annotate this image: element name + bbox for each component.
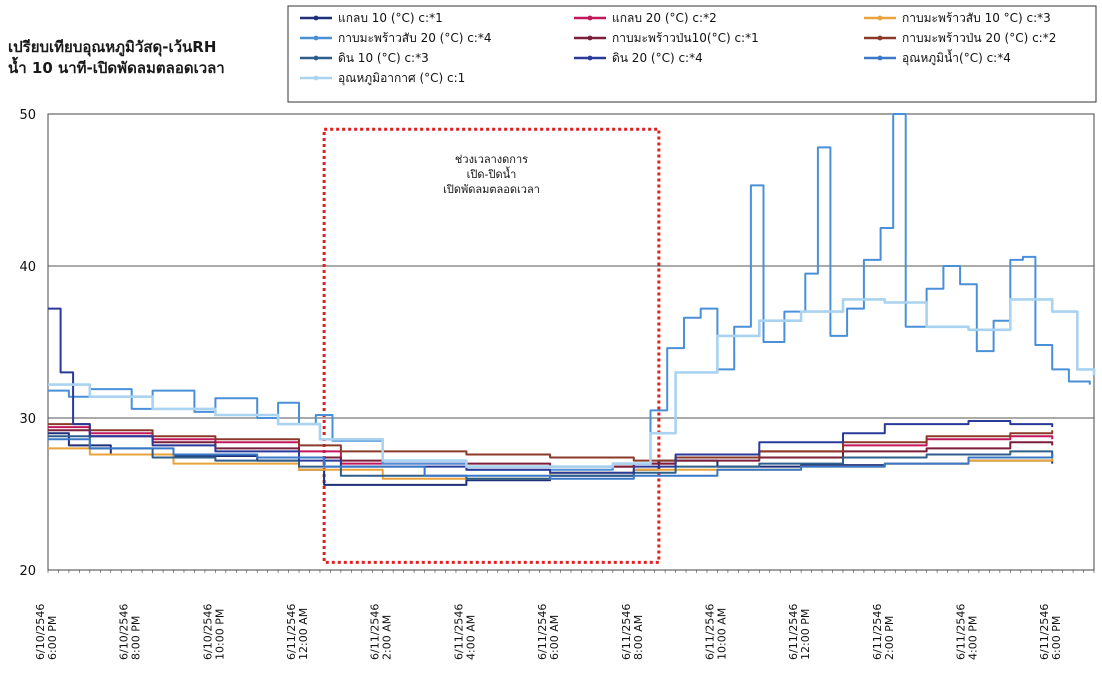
x-tick-label-0: 6/10/2546 6:00 PM [34,604,59,660]
x-tick-time: 10:00 PM [213,609,226,660]
x-tick-time: 4:00 PM [966,616,979,660]
x-tick-label-10: 6/11/2546 2:00 PM [871,604,896,660]
x-tick-date: 6/10/2546 [201,604,214,660]
plot-area [47,113,1095,571]
legend-marker [587,55,593,61]
x-tick-label-9: 6/11/2546 12:00 PM [787,604,812,660]
legend-item-3: กาบมะพร้าวสับ 20 (°C) c:*4 [300,31,491,45]
x-tick-label-3: 6/11/2546 12:00 AM [285,604,310,660]
legend-marker [587,15,593,21]
y-tick-label-1: 30 [19,412,36,427]
x-tick-label-4: 6/11/2546 2:00 AM [369,604,394,660]
annotation: ช่วงเวลางดการเปิด-ปิดน้ำเปิดพัดลมตลอดเวล… [322,127,661,564]
x-tick-date: 6/11/2546 [369,604,382,660]
legend-marker [877,35,883,41]
x-tick-label-8: 6/11/2546 10:00 AM [703,604,728,660]
legend: แกลบ 10 (°C) c:*1 แกลบ 20 (°C) c:*2 กาบมะพ… [287,5,1097,103]
y-axis: 20 30 40 50 [19,108,1095,579]
series-lines [48,113,1096,486]
legend-item-0: แกลบ 10 (°C) c:*1 [300,11,443,25]
x-tick-date: 6/10/2546 [34,604,47,660]
x-tick-date: 6/11/2546 [871,604,884,660]
legend-marker [313,35,319,41]
legend-item-9: อุณหภูมิอากาศ (°C) c:1 [300,71,465,86]
series-line-8 [48,438,1054,480]
legend-label: กาบมะพร้าวสับ 20 (°C) c:*4 [338,31,491,45]
x-tick-date: 6/11/2546 [620,604,633,660]
legend-marker [313,75,319,81]
x-tick-date: 6/11/2546 [703,604,716,660]
legend-item-1: แกลบ 20 (°C) c:*2 [574,11,717,25]
annotation-text-line-0: ช่วงเวลางดการ [455,153,528,166]
y-tick-label-3: 50 [19,108,36,123]
legend-label: อุณหภูมิน้ำ(°C) c:*4 [902,49,1011,66]
legend-label: อุณหภูมิอากาศ (°C) c:1 [338,71,465,86]
series-line-7 [48,307,1054,474]
chart-title-line-1: เปรียบเทียบอุณหภูมิวัสดุ-เว้นRH [8,38,216,57]
x-tick-time: 2:00 PM [883,616,896,660]
x-tick-date: 6/11/2546 [1038,604,1051,660]
x-tick-time: 2:00 AM [381,615,394,660]
legend-label: แกลบ 20 (°C) c:*2 [612,11,717,25]
x-tick-time: 12:00 PM [799,609,812,660]
x-tick-time: 6:00 AM [548,615,561,660]
x-tick-date: 6/10/2546 [118,604,131,660]
legend-label: กาบมะพร้าวสับ 10 °C) c:*3 [902,11,1051,25]
x-tick-time: 4:00 AM [464,615,477,660]
x-tick-time: 12:00 AM [297,608,310,660]
annotation-text-line-1: เปิด-ปิดน้ำ [467,166,517,181]
legend-box [287,5,1097,103]
legend-marker [313,15,319,21]
legend-label: ดิน 20 (°C) c:*4 [612,51,703,65]
x-tick-date: 6/11/2546 [787,604,800,660]
x-tick-label-11: 6/11/2546 4:00 PM [954,604,979,660]
x-tick-time: 8:00 PM [130,616,143,660]
legend-item-2: กาบมะพร้าวสับ 10 °C) c:*3 [864,11,1051,25]
x-tick-time: 6:00 PM [1050,616,1063,660]
series-line-9 [48,298,1096,468]
series-line-1 [48,426,1054,468]
x-tick-time: 8:00 AM [632,615,645,660]
annotation-text-line-2: เปิดพัดลมตลอดเวลา [443,183,540,196]
y-tick-label-0: 20 [19,564,36,579]
x-tick-time: 6:00 PM [46,616,59,660]
legend-item-4: กาบมะพร้าวป่น10(°C) c:*1 [574,31,759,45]
x-tick-label-1: 6/10/2546 8:00 PM [118,604,143,660]
x-axis: 6/10/2546 6:00 PM 6/10/2546 8:00 PM 6/10/254… [34,604,1063,660]
legend-marker [313,55,319,61]
x-tick-time: 10:00 AM [715,608,728,660]
grid [47,113,1095,571]
chart-title-line-2: น้ำ 10 นาที-เปิดพัดลมตลอดเวลา [8,56,225,77]
legend-marker [877,55,883,61]
legend-label: กาบมะพร้าวป่น10(°C) c:*1 [612,31,759,45]
x-tick-date: 6/11/2546 [536,604,549,660]
legend-item-7: ดิน 20 (°C) c:*4 [574,51,703,65]
legend-item-6: ดิน 10 (°C) c:*3 [300,51,429,65]
legend-label: แกลบ 10 (°C) c:*1 [338,11,443,25]
chart-title: เปรียบเทียบอุณหภูมิวัสดุ-เว้นRH น้ำ 10 น… [8,38,225,77]
x-tick-date: 6/11/2546 [285,604,298,660]
legend-marker [877,15,883,21]
legend-marker [587,35,593,41]
legend-label: กาบมะพร้าวป่น 20 (°C) c:*2 [902,31,1056,45]
series-line-5 [48,423,1054,462]
x-tick-date: 6/11/2546 [452,604,465,660]
x-tick-date: 6/11/2546 [954,604,967,660]
y-tick-label-2: 40 [19,260,36,275]
legend-item-8: อุณหภูมิน้ำ(°C) c:*4 [864,49,1011,66]
x-tick-label-2: 6/10/2546 10:00 PM [201,604,226,660]
x-tick-label-6: 6/11/2546 6:00 AM [536,604,561,660]
x-tick-label-12: 6/11/2546 6:00 PM [1038,604,1063,660]
legend-item-5: กาบมะพร้าวป่น 20 (°C) c:*2 [864,31,1056,45]
x-tick-label-7: 6/11/2546 8:00 AM [620,604,645,660]
series-line-3 [48,113,1091,471]
x-tick-label-5: 6/11/2546 4:00 AM [452,604,477,660]
legend-label: ดิน 10 (°C) c:*3 [338,51,429,65]
